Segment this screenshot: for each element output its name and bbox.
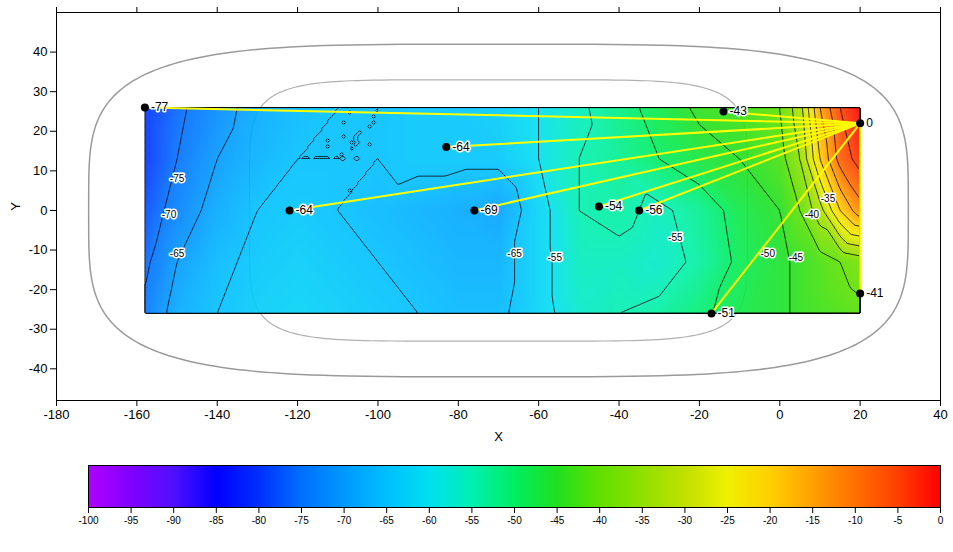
svg-text:-70: -70 (337, 515, 352, 526)
svg-text:-69: -69 (480, 203, 498, 217)
svg-text:-56: -56 (645, 203, 663, 217)
svg-text:-43: -43 (730, 104, 748, 118)
svg-text:-50: -50 (760, 248, 775, 259)
svg-text:-40: -40 (592, 515, 607, 526)
svg-text:-55: -55 (668, 232, 683, 243)
svg-text:Y: Y (8, 202, 23, 211)
svg-text:40: 40 (933, 407, 947, 422)
svg-text:-45: -45 (550, 515, 565, 526)
svg-text:-95: -95 (124, 515, 139, 526)
svg-text:-10: -10 (29, 242, 48, 257)
svg-text:20: 20 (33, 123, 47, 138)
svg-text:-45: -45 (789, 252, 804, 263)
svg-text:-30: -30 (678, 515, 693, 526)
svg-text:-35: -35 (635, 515, 650, 526)
svg-text:-70: -70 (162, 209, 177, 220)
svg-text:-65: -65 (170, 248, 185, 259)
svg-text:-40: -40 (805, 209, 820, 220)
svg-text:-80: -80 (252, 515, 267, 526)
svg-text:-60: -60 (422, 515, 437, 526)
svg-text:-41: -41 (866, 286, 884, 300)
svg-text:-75: -75 (170, 173, 185, 184)
svg-text:0: 0 (866, 116, 873, 130)
svg-text:-60: -60 (529, 407, 548, 422)
svg-text:X: X (494, 429, 503, 444)
svg-text:-180: -180 (43, 407, 69, 422)
svg-text:-51: -51 (717, 306, 735, 320)
svg-text:-120: -120 (285, 407, 311, 422)
svg-text:-25: -25 (720, 515, 735, 526)
svg-text:-35: -35 (821, 193, 836, 204)
svg-text:-54: -54 (605, 199, 623, 213)
svg-text:-64: -64 (296, 203, 314, 217)
svg-text:10: 10 (33, 163, 47, 178)
svg-text:-64: -64 (452, 140, 470, 154)
svg-text:-55: -55 (465, 515, 480, 526)
svg-text:-65: -65 (379, 515, 394, 526)
svg-text:-160: -160 (124, 407, 150, 422)
svg-text:-77: -77 (151, 100, 169, 114)
svg-text:-100: -100 (365, 407, 391, 422)
svg-text:-85: -85 (209, 515, 224, 526)
svg-text:-50: -50 (507, 515, 522, 526)
svg-text:0: 0 (40, 203, 47, 218)
svg-text:0: 0 (938, 515, 944, 526)
svg-text:-40: -40 (610, 407, 629, 422)
svg-text:-90: -90 (166, 515, 181, 526)
svg-text:-100: -100 (78, 515, 98, 526)
svg-text:-75: -75 (294, 515, 309, 526)
svg-text:-20: -20 (690, 407, 709, 422)
svg-text:-20: -20 (763, 515, 778, 526)
svg-text:-5: -5 (893, 515, 902, 526)
svg-text:-30: -30 (29, 321, 48, 336)
svg-text:-40: -40 (29, 361, 48, 376)
svg-text:-80: -80 (449, 407, 468, 422)
svg-text:-65: -65 (507, 248, 522, 259)
svg-text:-140: -140 (204, 407, 230, 422)
svg-text:20: 20 (853, 407, 867, 422)
svg-text:30: 30 (33, 84, 47, 99)
svg-text:-20: -20 (29, 282, 48, 297)
svg-text:-10: -10 (848, 515, 863, 526)
svg-text:0: 0 (776, 407, 783, 422)
svg-text:-55: -55 (548, 252, 563, 263)
svg-text:-15: -15 (805, 515, 820, 526)
svg-text:40: 40 (33, 44, 47, 59)
